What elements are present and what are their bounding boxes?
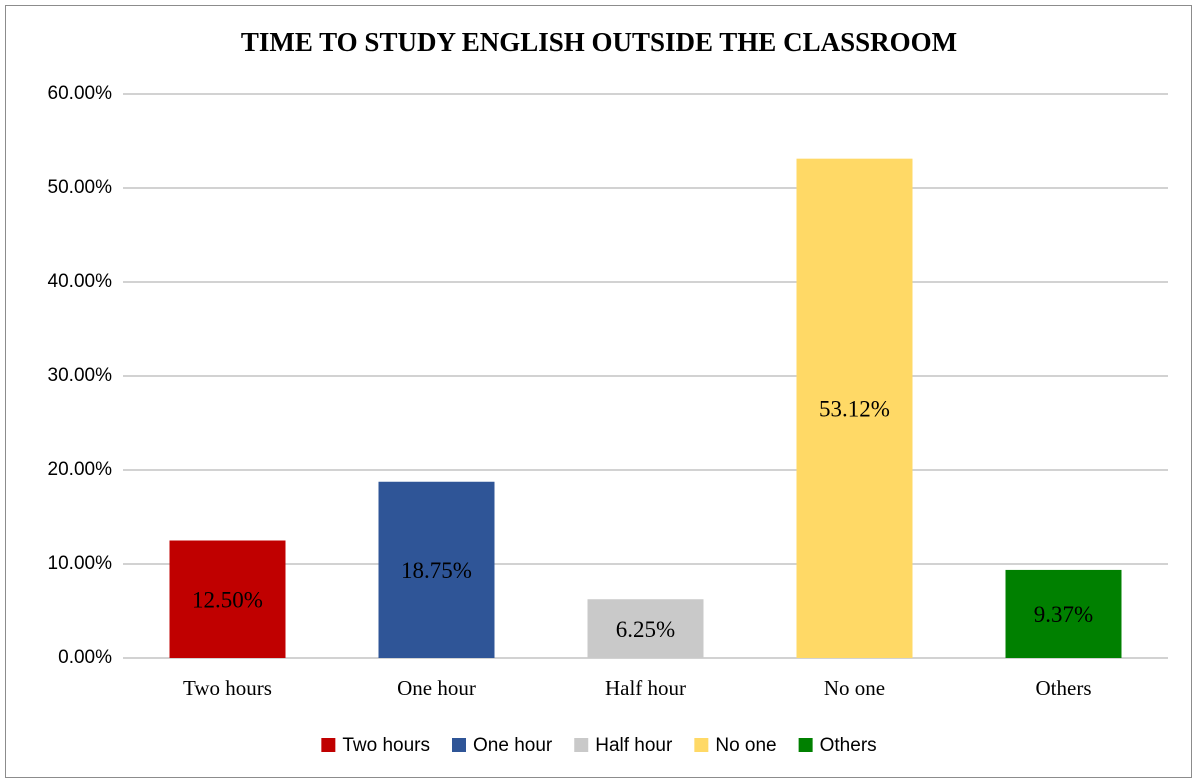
legend-label: One hour — [473, 735, 553, 756]
chart-border — [5, 5, 1192, 778]
legend-label: Two hours — [342, 735, 430, 756]
legend-swatch — [694, 738, 709, 752]
y-tick-label: 10.00% — [48, 553, 113, 574]
data-label: 53.12% — [819, 397, 890, 422]
chart-title: TIME TO STUDY ENGLISH OUTSIDE THE CLASSR… — [241, 27, 957, 57]
data-label: 18.75% — [401, 558, 472, 583]
x-tick-label: Half hour — [605, 676, 686, 700]
x-tick-label: One hour — [397, 676, 476, 700]
x-tick-label: No one — [824, 676, 885, 700]
y-tick-label: 0.00% — [58, 647, 112, 668]
y-tick-label: 20.00% — [48, 459, 113, 480]
x-tick-label: Two hours — [183, 676, 272, 700]
bar — [587, 599, 704, 658]
x-tick-label: Others — [1036, 676, 1092, 700]
legend-label: No one — [715, 735, 776, 756]
bar — [796, 158, 913, 658]
legend-swatch — [574, 738, 589, 752]
legend-label: Half hour — [595, 735, 673, 756]
y-tick-label: 40.00% — [48, 271, 113, 292]
data-label: 6.25% — [616, 617, 675, 642]
y-tick-label: 30.00% — [48, 365, 113, 386]
legend-swatch — [321, 738, 336, 752]
data-label: 9.37% — [1034, 602, 1093, 627]
y-tick-label: 60.00% — [48, 83, 113, 104]
y-tick-label: 50.00% — [48, 177, 113, 198]
bar — [1005, 569, 1122, 658]
bar — [378, 481, 495, 658]
data-label: 12.50% — [192, 588, 263, 613]
legend-swatch — [798, 738, 813, 752]
bar — [169, 540, 286, 658]
legend-label: Others — [820, 735, 877, 756]
legend-swatch — [452, 738, 466, 752]
